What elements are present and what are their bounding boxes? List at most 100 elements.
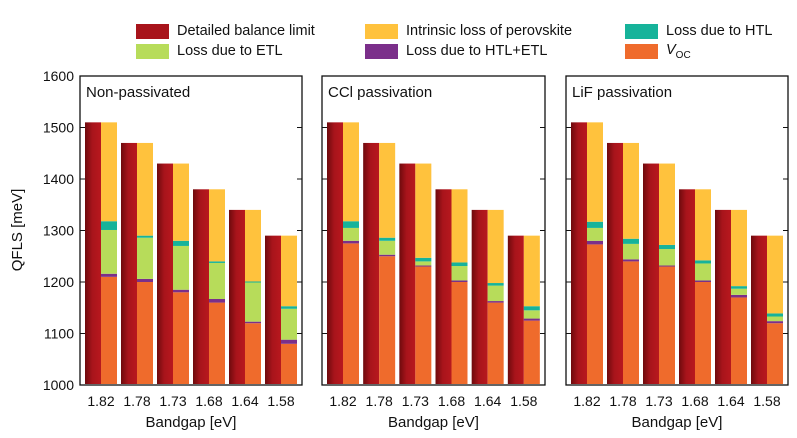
bar-intrinsic-loss xyxy=(695,189,711,261)
bar-detailed-balance-limit xyxy=(229,209,245,384)
x-tick-label: 1.64 xyxy=(717,393,744,409)
x-tick-label: 1.73 xyxy=(645,393,672,409)
bar-loss-htl xyxy=(587,221,603,228)
bar-detailed-balance-limit xyxy=(507,235,524,384)
y-tick-label: 1300 xyxy=(43,223,74,239)
legend-label-htl-etl: Loss due to HTL+ETL xyxy=(406,43,548,59)
bar-detailed-balance-limit xyxy=(607,142,623,384)
legend-item-loss-htl-etl: Loss due to HTL+ETL xyxy=(365,42,547,60)
bar-loss-htl-etl xyxy=(523,318,540,321)
bar-voc xyxy=(623,261,639,384)
bar-intrinsic-loss xyxy=(731,209,747,287)
bar-loss-htl-etl xyxy=(451,280,468,282)
bar-voc xyxy=(523,320,540,384)
x-tick-label: 1.68 xyxy=(195,393,222,409)
bar-intrinsic-loss xyxy=(209,189,225,262)
bar-detailed-balance-limit xyxy=(571,122,587,384)
bar-intrinsic-loss xyxy=(245,209,261,282)
bar-detailed-balance-limit xyxy=(121,142,137,384)
bar-voc xyxy=(281,343,297,384)
bar-loss-etl xyxy=(173,245,189,290)
bar-intrinsic-loss xyxy=(767,235,783,314)
bar-loss-etl xyxy=(731,288,747,295)
bar-loss-htl-etl xyxy=(695,280,711,282)
bar-loss-htl xyxy=(767,313,783,317)
bar-intrinsic-loss xyxy=(173,163,189,241)
bar-voc xyxy=(173,292,189,384)
x-tick-label: 1.73 xyxy=(159,393,186,409)
y-tick-label: 1400 xyxy=(43,171,74,187)
bar-loss-htl-etl xyxy=(767,321,783,324)
bar-voc xyxy=(245,323,261,384)
bar-detailed-balance-limit xyxy=(363,142,380,384)
bar-detailed-balance-limit xyxy=(643,163,659,384)
bar-loss-htl-etl xyxy=(379,254,396,257)
x-tick-label: 1.78 xyxy=(366,393,393,409)
x-tick-label: 1.58 xyxy=(510,393,537,409)
bar-intrinsic-loss xyxy=(379,142,396,238)
y-tick-label: 1000 xyxy=(43,377,74,393)
bar-loss-htl xyxy=(695,260,711,264)
bar-loss-htl-etl xyxy=(173,289,189,293)
bar-intrinsic-loss xyxy=(451,189,468,263)
bar-voc xyxy=(731,297,747,384)
bar-loss-htl xyxy=(245,281,261,283)
bar-loss-htl-etl xyxy=(101,273,117,277)
bar-voc xyxy=(767,323,783,384)
bar-detailed-balance-limit xyxy=(471,209,488,384)
y-tick-label: 1100 xyxy=(44,326,74,342)
bar-loss-etl xyxy=(101,229,117,274)
x-tick-label: 1.68 xyxy=(681,393,708,409)
bar-loss-htl-etl xyxy=(487,301,504,303)
bar-loss-htl xyxy=(415,257,432,262)
bar-loss-etl xyxy=(281,308,297,340)
bar-detailed-balance-limit xyxy=(715,209,731,384)
bar-loss-htl xyxy=(623,238,639,244)
panel-title: Non-passivated xyxy=(86,84,190,101)
bar-loss-etl xyxy=(415,261,432,266)
bar-voc xyxy=(695,282,711,384)
bar-loss-htl xyxy=(451,262,468,267)
legend-label-voc: VOC xyxy=(666,41,691,61)
bar-voc xyxy=(487,302,504,384)
x-axis-label: Bandgap [eV] xyxy=(632,414,723,431)
bar-detailed-balance-limit xyxy=(85,122,101,384)
bar-detailed-balance-limit xyxy=(327,122,343,384)
x-tick-label: 1.64 xyxy=(231,393,258,409)
bar-loss-etl xyxy=(209,262,225,299)
legend: Detailed balance limit Intrinsic loss of… xyxy=(0,0,797,70)
legend-item-loss-etl: Loss due to ETL xyxy=(136,42,283,60)
bar-loss-htl xyxy=(379,237,396,241)
bar-intrinsic-loss xyxy=(659,163,675,245)
bar-loss-htl-etl xyxy=(659,265,675,267)
legend-item-loss-htl: Loss due to HTL xyxy=(625,22,772,40)
bar-voc xyxy=(451,282,468,384)
x-tick-label: 1.68 xyxy=(438,393,465,409)
x-tick-label: 1.73 xyxy=(402,393,429,409)
legend-swatch-etl xyxy=(136,43,169,59)
legend-item-detailed-balance-limit: Detailed balance limit xyxy=(136,22,315,40)
panel-title: LiF passivation xyxy=(572,84,672,101)
legend-item-intrinsic-loss: Intrinsic loss of perovskite xyxy=(365,22,572,40)
bar-loss-htl-etl xyxy=(343,240,359,244)
legend-swatch-htl-etl xyxy=(365,43,398,59)
panel-frame xyxy=(321,75,546,386)
panel-frame xyxy=(565,75,789,386)
bar-loss-htl xyxy=(523,306,540,311)
panel-2: 1.82 1.78 1.73 1.68 1.64 1.58 LiF passivation B… xyxy=(565,75,789,431)
bar-intrinsic-loss xyxy=(587,122,603,222)
legend-swatch-perovskite xyxy=(365,23,398,39)
bar-loss-htl-etl xyxy=(209,298,225,303)
bar-voc xyxy=(587,244,603,384)
bar-loss-etl xyxy=(137,237,153,279)
bar-loss-htl xyxy=(487,283,504,286)
bar-loss-htl-etl xyxy=(623,259,639,262)
bar-intrinsic-loss xyxy=(101,122,117,222)
bar-loss-etl xyxy=(695,263,711,281)
bar-detailed-balance-limit xyxy=(679,189,695,384)
x-tick-label: 1.82 xyxy=(329,393,356,409)
bar-loss-htl-etl xyxy=(415,265,432,267)
panel-0: 1000 1100 1200 1300 1400 1500 1600 1.82 1.78 1.73… xyxy=(43,68,303,431)
bar-detailed-balance-limit xyxy=(399,163,416,384)
